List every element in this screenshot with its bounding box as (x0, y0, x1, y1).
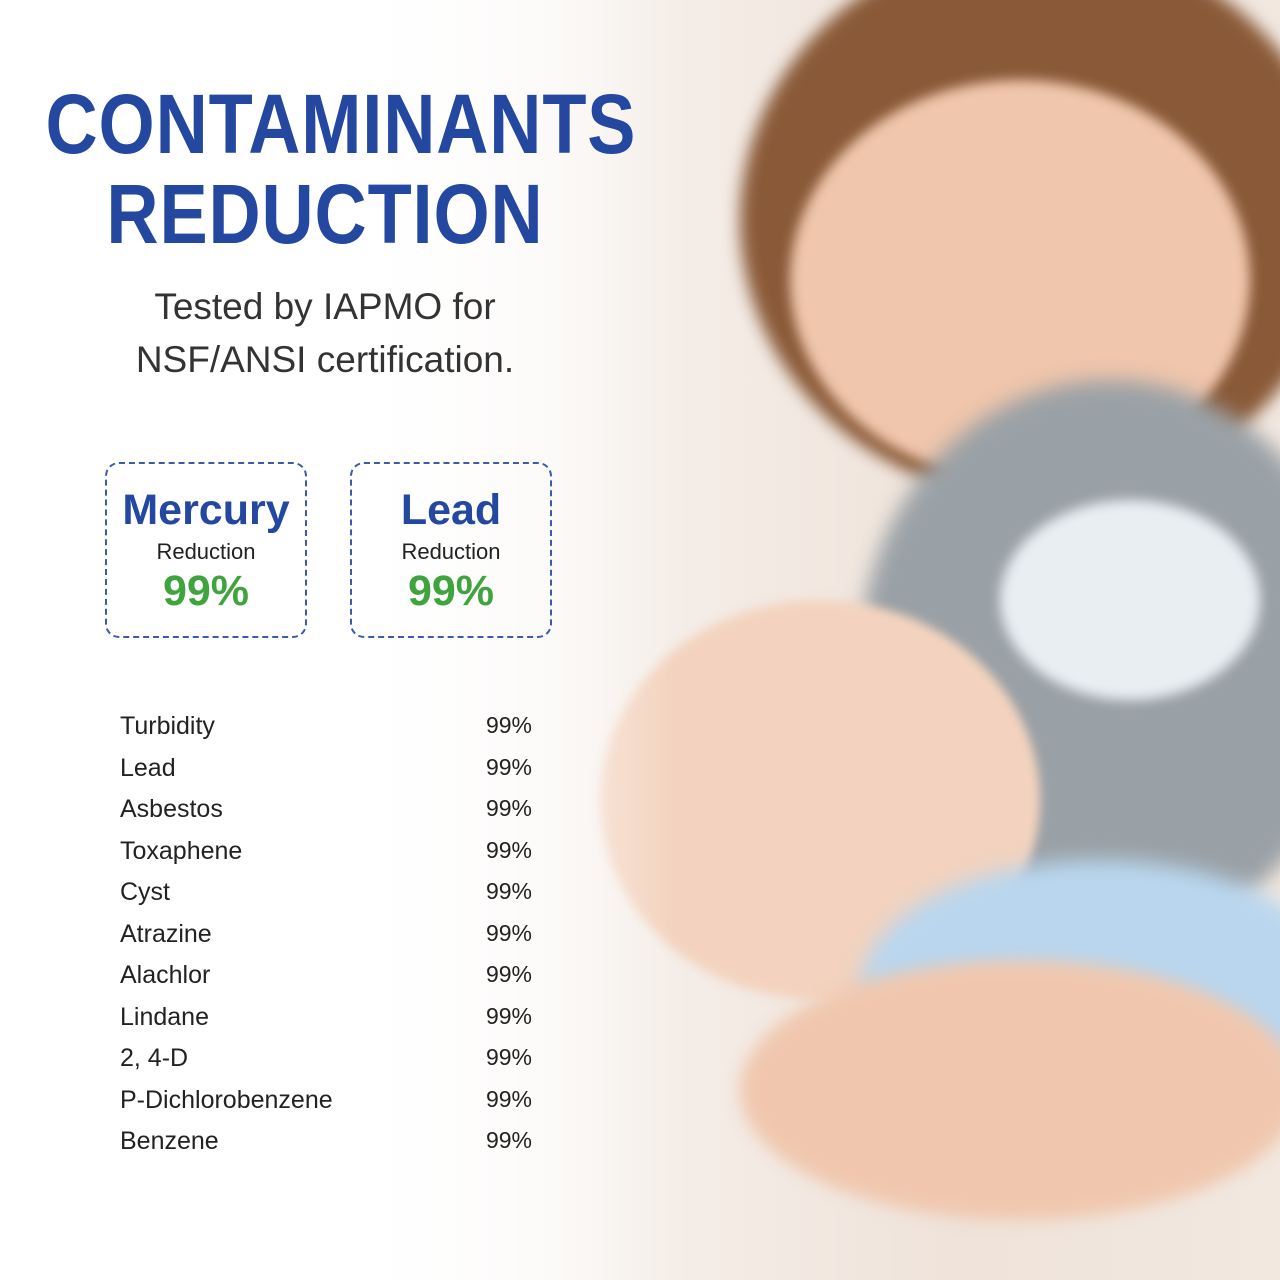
contaminant-value: 99% (485, 961, 532, 987)
contaminant-value: 99% (485, 795, 532, 821)
card-value: 99% (407, 567, 495, 615)
background-fade (0, 0, 900, 1280)
contaminant-name: 2, 4-D (120, 1044, 189, 1072)
list-item: Alachlor 99% (120, 961, 532, 1003)
card-name: Mercury (122, 486, 290, 534)
list-item: Atrazine 99% (120, 920, 532, 962)
contaminant-value: 99% (485, 1002, 532, 1029)
contaminant-value: 99% (485, 878, 532, 904)
contaminant-name: Lead (120, 753, 176, 782)
subtitle-line-2: NSF/ANSI certification. (135, 339, 515, 380)
contaminant-name: Alachlor (120, 961, 211, 989)
contaminant-name: Turbidity (120, 712, 215, 740)
contaminant-name: Asbestos (120, 795, 223, 823)
subtitle: Tested by IAPMO for NSF/ANSI certificati… (0, 280, 650, 386)
list-item: Lead 99% (120, 754, 532, 796)
contaminant-value: 99% (485, 836, 532, 863)
card-value: 99% (162, 567, 250, 615)
contaminant-name: Benzene (120, 1127, 219, 1155)
card-name: Lead (400, 486, 502, 534)
list-item: Cyst 99% (120, 878, 532, 920)
list-item: P-Dichlorobenzene 99% (120, 1086, 532, 1128)
contaminant-name: Cyst (120, 878, 170, 906)
contaminant-list: Turbidity 99% Lead 99% Asbestos 99% Toxaphe… (120, 712, 532, 1169)
contaminant-value: 99% (485, 1044, 532, 1070)
title-line-1: CONTAMINANTS (45, 77, 637, 171)
list-item: Lindane 99% (120, 1003, 532, 1045)
contaminant-value: 99% (485, 1085, 532, 1112)
list-item: Toxaphene 99% (120, 837, 532, 879)
card-label: Reduction (401, 539, 501, 564)
list-item: Turbidity 99% (120, 712, 532, 754)
list-item: 2, 4-D 99% (120, 1044, 532, 1086)
contaminant-value: 99% (485, 712, 532, 738)
list-item: Benzene 99% (120, 1127, 532, 1169)
contaminant-name: Atrazine (120, 919, 212, 948)
contaminant-name: P-Dichlorobenzene (120, 1085, 333, 1114)
lead-card: Lead Reduction 99% (350, 462, 552, 638)
contaminant-name: Toxaphene (120, 836, 243, 865)
mercury-card: Mercury Reduction 99% (105, 462, 307, 638)
subtitle-line-1: Tested by IAPMO for (154, 286, 496, 327)
contaminant-value: 99% (485, 1127, 532, 1153)
list-item: Asbestos 99% (120, 795, 532, 837)
contaminant-value: 99% (485, 919, 532, 946)
contaminant-name: Lindane (120, 1002, 209, 1031)
contaminant-value: 99% (485, 753, 532, 780)
title-line-2: REDUCTION (106, 167, 544, 261)
card-label: Reduction (156, 539, 256, 564)
